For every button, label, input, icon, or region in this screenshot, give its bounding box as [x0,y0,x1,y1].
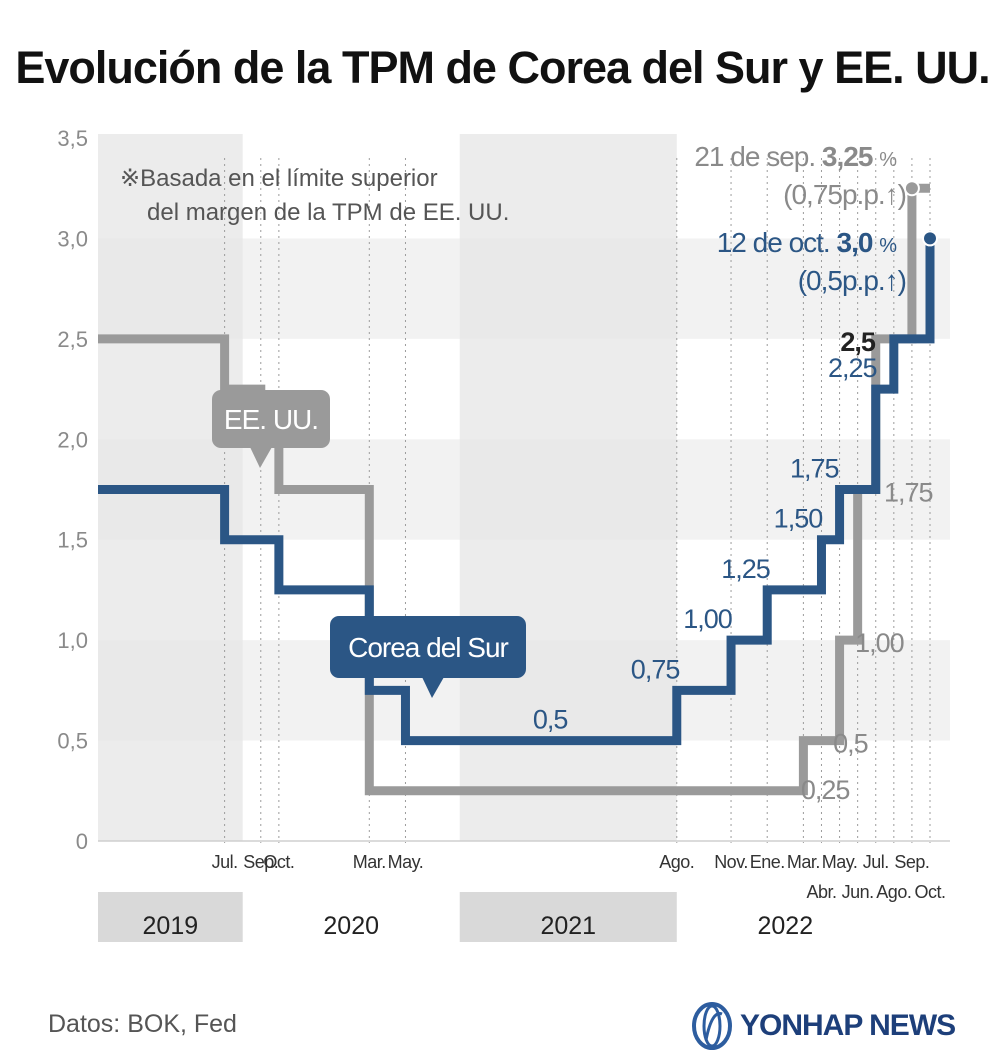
korea-final-date-value: 12 de oct. 3,0 % [717,227,897,258]
y-tick-label: 1,5 [57,528,88,553]
korea-value-label: 1,50 [774,504,823,534]
y-tick-label: 0 [76,829,88,854]
month-label: Mar. [353,852,386,872]
page-title: Evolución de la TPM de Corea del Sur y E… [15,42,990,93]
korea-value-label: 0,75 [631,654,680,684]
rate-chart: 0,250,51,001,752,50,50,751,001,251,501,7… [57,126,950,942]
month-label: Ago. [659,852,694,872]
month-label: Oct. [914,882,945,902]
note-line-2: del margen de la TPM de EE. UU. [147,199,509,226]
data-source: Datos: BOK, Fed [48,1010,237,1038]
korea-value-label: 1,00 [683,604,732,634]
month-label: Mar. [787,852,820,872]
month-label: Sep. [894,852,929,872]
y-tick-label: 3,0 [57,226,88,251]
month-label: May. [822,852,858,872]
us-callout-tail [250,447,272,468]
year-label: 2019 [143,912,199,940]
korea-callout: Corea del Sur [330,616,526,698]
y-tick-label: 0,5 [57,729,88,754]
korea-value-label: 1,25 [721,554,770,584]
month-label: Oct. [263,852,294,872]
month-label: Ago. [876,882,911,902]
value-labels: 0,250,51,001,752,50,50,751,001,251,501,7… [533,327,934,805]
month-label: Jun. [842,882,874,902]
year-label: 2020 [323,912,379,940]
korea-callout-tail [422,677,444,698]
yonhap-logo: YONHAP NEWS [692,1000,956,1052]
korea-callout-box [330,616,526,678]
us-value-label: 1,00 [855,628,904,658]
year-shade-band [459,134,677,841]
korea-callout-text: Corea del Sur [348,632,508,663]
year-footer-shade [459,892,677,942]
month-label: Jul. [863,852,889,872]
month-label: Jul. [212,852,238,872]
us-callout-box [212,390,330,448]
us-final-date-value: 21 de sep. 3,25 % [694,141,897,172]
year-label: 2021 [540,912,596,940]
korea-rate-line [98,238,935,746]
logo-text: YONHAP NEWS [740,1009,956,1042]
us-value-label: 0,5 [833,729,868,759]
us-final-change: (0,75p.p.↑) [783,179,906,210]
month-label: Sep. [243,852,278,872]
year-footer-shade [98,892,243,942]
month-label: May. [388,852,424,872]
korea-end-dot [922,230,938,247]
korea-value-label: 0,5 [533,705,568,735]
us-value-label: 1,75 [884,478,933,508]
y-tick-label: 3,5 [57,126,88,151]
korea-value-label: 1,75 [790,454,839,484]
y-tick-label: 2,0 [57,427,88,452]
note-line-1: ※Basada en el límite superior [120,165,438,192]
month-label: Abr. [806,882,836,902]
us-callout-text: EE. UU. [224,404,318,435]
us-value-label: 2,5 [840,327,876,357]
korea-value-label: 2,25 [828,353,877,383]
year-label: 2022 [757,912,813,940]
month-label: Ene. [750,852,785,872]
us-end-dot [903,180,920,197]
month-label: Nov. [714,852,748,872]
y-tick-label: 2,5 [57,327,88,352]
y-tick-label: 1,0 [57,628,88,653]
korea-final-change: (0,5p.p.↑) [798,265,906,296]
us-callout: EE. UU. [212,390,330,468]
annotations: EE. UU. Corea del Sur ※Basada en el límite… [120,141,907,698]
us-value-label: 0,25 [801,775,850,805]
yonhap-globe-icon [692,1002,732,1050]
